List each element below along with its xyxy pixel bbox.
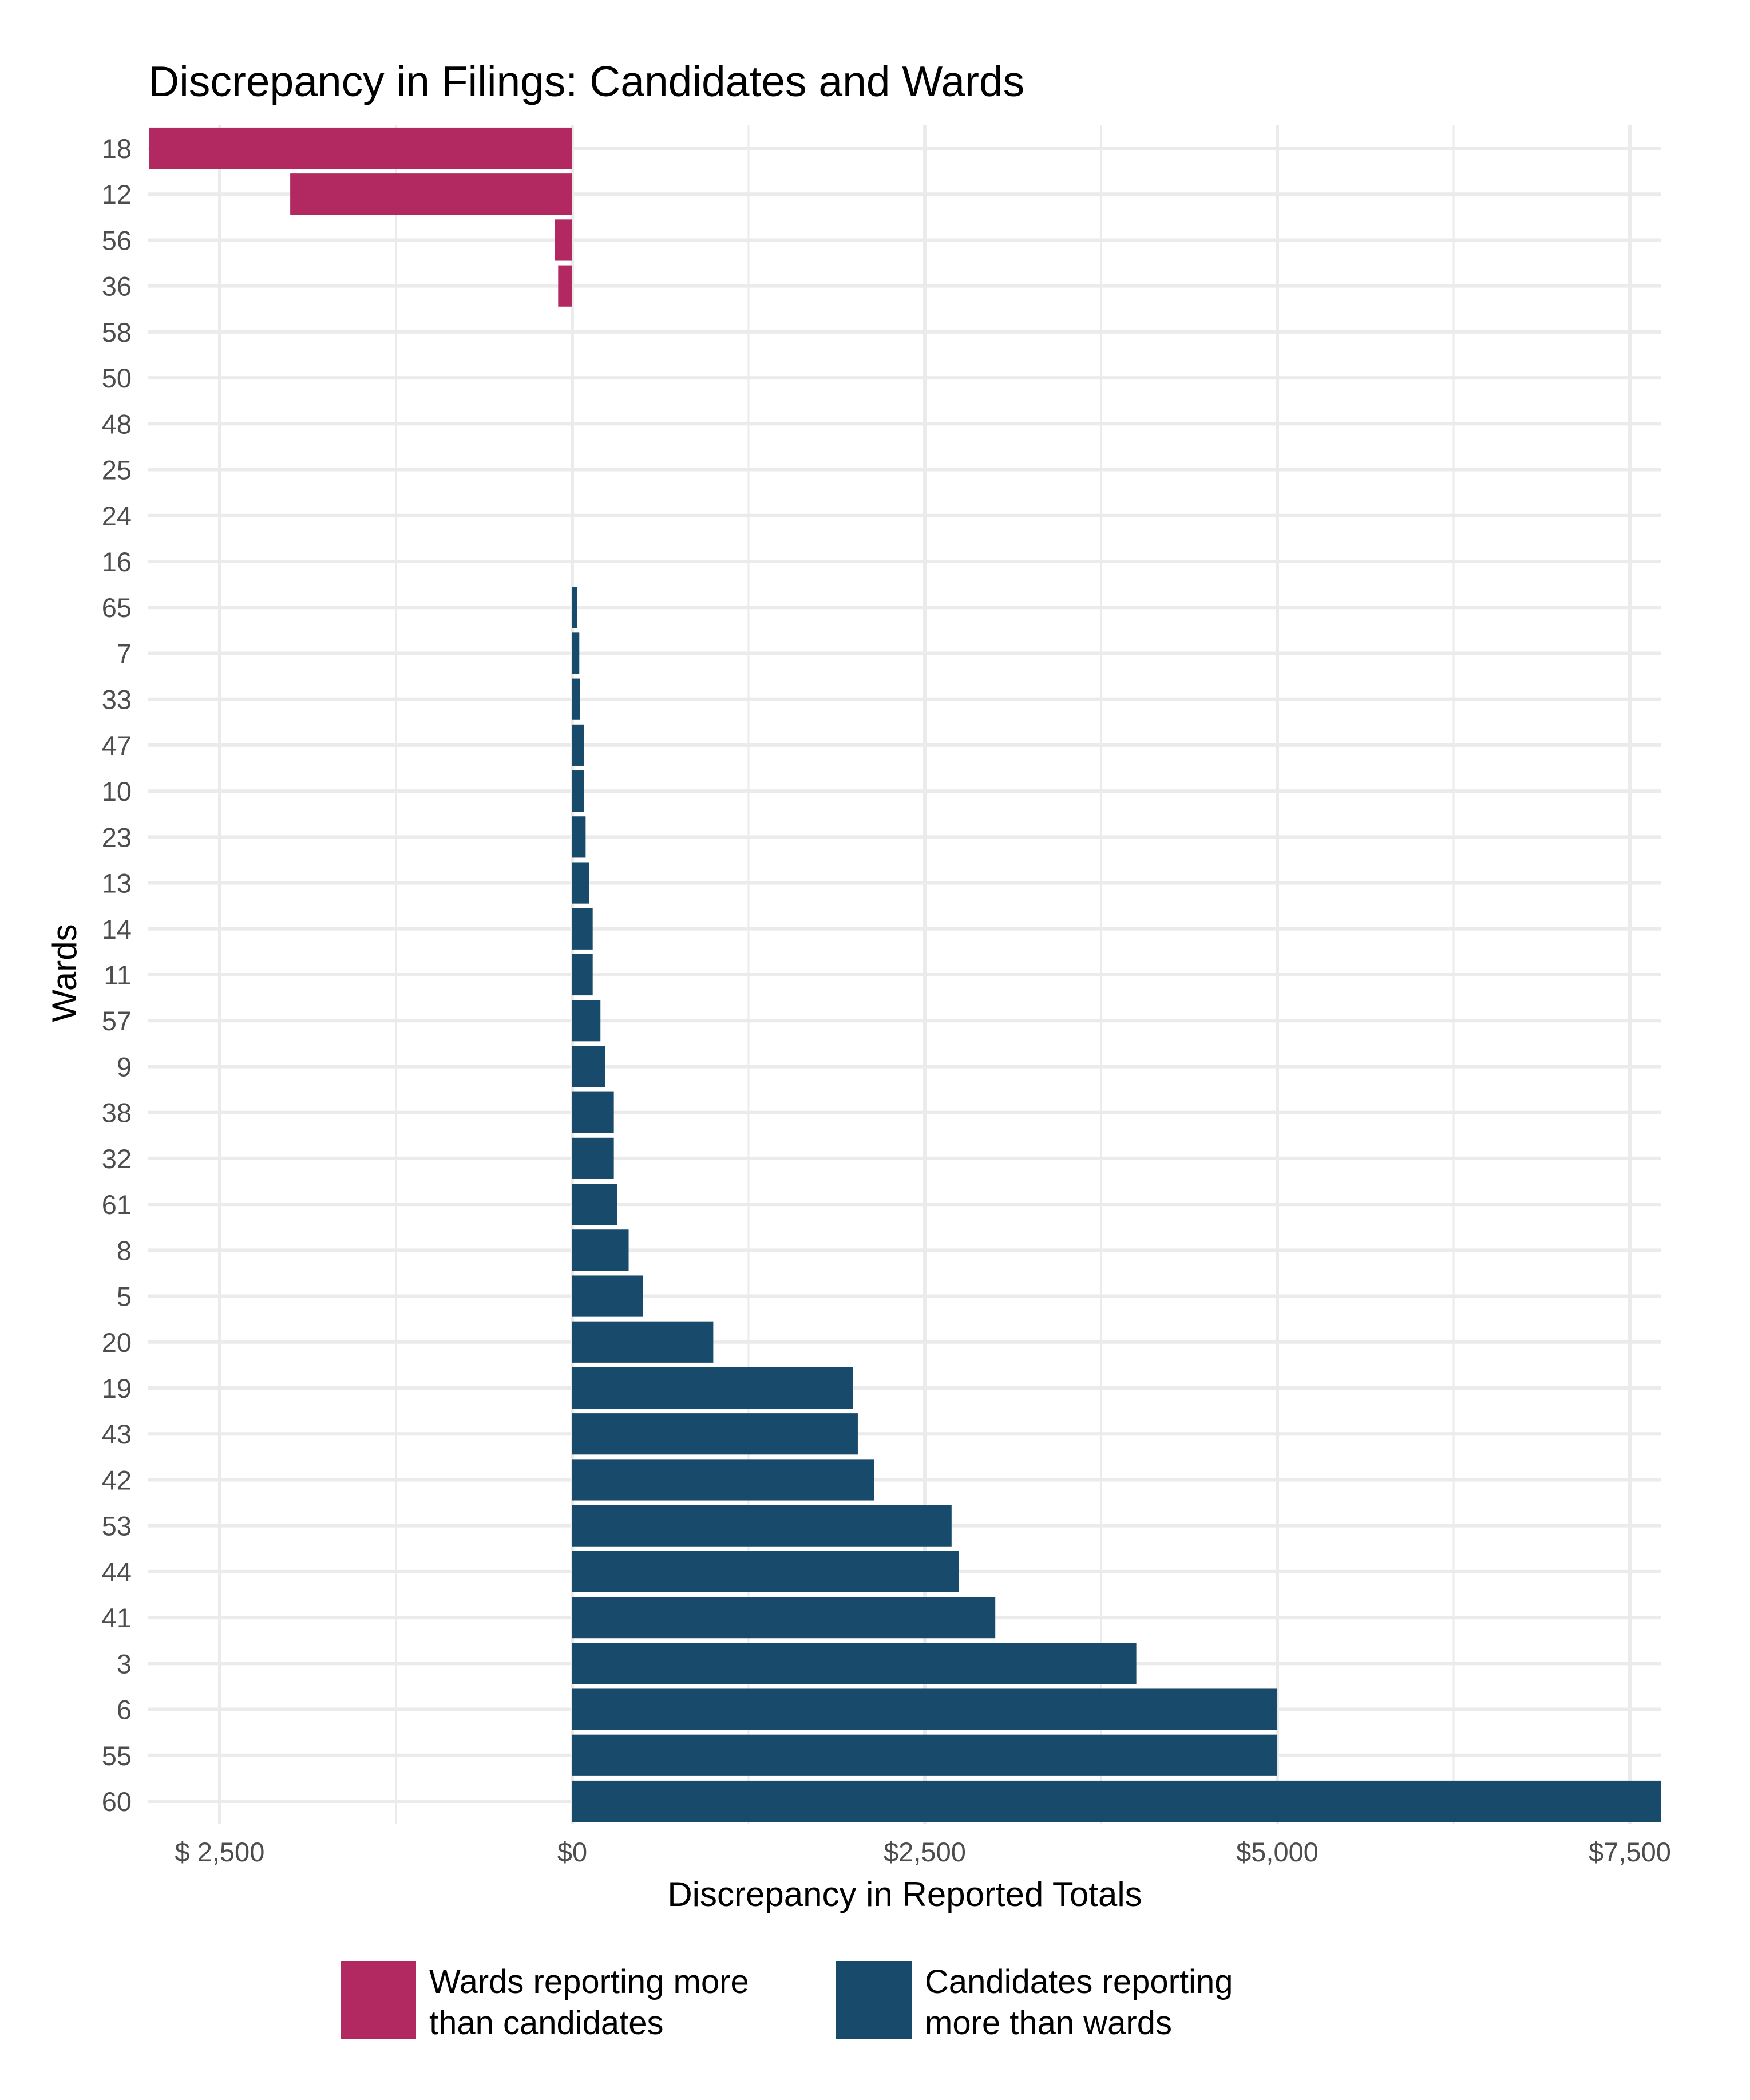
bar-ward-55	[572, 1734, 1278, 1776]
bar-ward-47	[572, 724, 584, 766]
y-tick-label: 8	[117, 1235, 132, 1265]
y-tick-label: 11	[104, 960, 132, 990]
legend-item-candidates_more: Candidates reporting more than wards	[836, 1961, 1233, 2042]
y-tick-label: 12	[102, 179, 132, 209]
bar-ward-44	[572, 1551, 959, 1592]
bar-ward-8	[572, 1229, 629, 1271]
bar-ward-57	[572, 1000, 601, 1042]
bar-ward-32	[572, 1137, 614, 1179]
bar-ward-18	[149, 127, 572, 169]
y-tick-label: 38	[102, 1098, 132, 1128]
y-tick-label: 14	[102, 914, 132, 944]
x-tick-label: $2,500	[884, 1837, 966, 1867]
y-tick-label: 41	[102, 1603, 132, 1633]
bar-ward-60	[572, 1780, 1661, 1822]
bar-ward-41	[572, 1597, 996, 1639]
y-tick-label: 43	[102, 1419, 132, 1449]
y-tick-label: 53	[102, 1511, 132, 1541]
x-tick-label: $ 2,500	[175, 1837, 265, 1867]
legend-swatch	[341, 1961, 416, 2039]
y-tick-label: 23	[102, 822, 132, 852]
x-tick-label: $5,000	[1236, 1837, 1319, 1867]
bar-ward-42	[572, 1459, 874, 1501]
bar-ward-20	[572, 1321, 714, 1363]
legend-item-wards_more: Wards reporting more than candidates	[341, 1961, 749, 2042]
y-tick-label: 61	[102, 1189, 132, 1220]
y-tick-label: 16	[102, 547, 132, 577]
y-tick-label: 9	[117, 1051, 132, 1082]
y-tick-label: 20	[102, 1327, 132, 1358]
y-tick-label: 58	[102, 317, 132, 347]
y-tick-label: 24	[102, 501, 132, 531]
y-tick-label: 56	[102, 225, 132, 255]
x-tick-label: $0	[557, 1837, 587, 1867]
legend-label: Wards reporting more	[429, 1963, 749, 2000]
y-tick-label: 10	[102, 776, 132, 806]
bar-ward-56	[555, 219, 572, 261]
y-tick-label: 19	[102, 1373, 132, 1403]
legend-swatch	[836, 1961, 912, 2039]
y-tick-label: 33	[102, 685, 132, 715]
bar-ward-11	[572, 954, 593, 996]
x-tick-labels: $ 2,500 $0 $2,500 $5,000 $7,500	[175, 1837, 1671, 1867]
bar-ward-61	[572, 1184, 617, 1225]
bar-ward-14	[572, 908, 593, 950]
y-tick-label: 6	[117, 1695, 132, 1725]
y-tick-label: 44	[102, 1557, 132, 1587]
y-tick-label: 13	[102, 868, 132, 899]
bar-ward-9	[572, 1046, 605, 1087]
x-axis-title: Discrepancy in Reported Totals	[667, 1875, 1142, 1913]
y-tick-label: 32	[102, 1144, 132, 1174]
y-tick-label: 57	[102, 1006, 132, 1036]
legend: Wards reporting more than candidates Candi…	[341, 1961, 1233, 2042]
y-tick-label: 50	[102, 363, 132, 393]
bars	[149, 127, 1661, 1822]
bar-ward-5	[572, 1275, 643, 1317]
legend-label: than candidates	[429, 2004, 664, 2042]
y-tick-label: 18	[102, 133, 132, 164]
y-tick-labels: 1812563658504825241665733471023131411579…	[102, 133, 132, 1817]
bar-ward-23	[572, 816, 586, 858]
y-tick-label: 65	[102, 592, 132, 623]
y-tick-label: 5	[117, 1282, 132, 1312]
bar-ward-53	[572, 1505, 952, 1547]
y-axis-title: Wards	[45, 924, 84, 1022]
legend-label: Candidates reporting	[925, 1963, 1233, 2000]
grid-lines	[148, 125, 1661, 1824]
bar-ward-38	[572, 1091, 614, 1133]
chart-title: Discrepancy in Filings: Candidates and W…	[148, 57, 1024, 105]
bar-ward-65	[572, 587, 577, 628]
bar-ward-43	[572, 1413, 858, 1455]
y-tick-label: 47	[102, 730, 132, 761]
bar-ward-10	[572, 770, 584, 812]
bar-ward-6	[572, 1688, 1278, 1730]
y-tick-label: 55	[102, 1741, 132, 1771]
y-tick-label: 60	[102, 1786, 132, 1817]
bar-ward-13	[572, 862, 589, 904]
y-tick-label: 48	[102, 409, 132, 439]
bar-ward-12	[290, 173, 572, 215]
bar-ward-33	[572, 678, 580, 720]
legend-label: more than wards	[925, 2004, 1172, 2042]
y-tick-label: 3	[117, 1648, 132, 1679]
bar-ward-3	[572, 1643, 1137, 1684]
x-tick-label: $7,500	[1589, 1837, 1671, 1867]
y-tick-label: 42	[102, 1465, 132, 1495]
y-tick-label: 25	[102, 455, 132, 485]
bar-ward-36	[558, 265, 572, 307]
bar-ward-19	[572, 1367, 853, 1409]
bar-ward-7	[572, 632, 580, 674]
y-tick-label: 36	[102, 271, 132, 302]
y-tick-label: 7	[117, 638, 132, 669]
